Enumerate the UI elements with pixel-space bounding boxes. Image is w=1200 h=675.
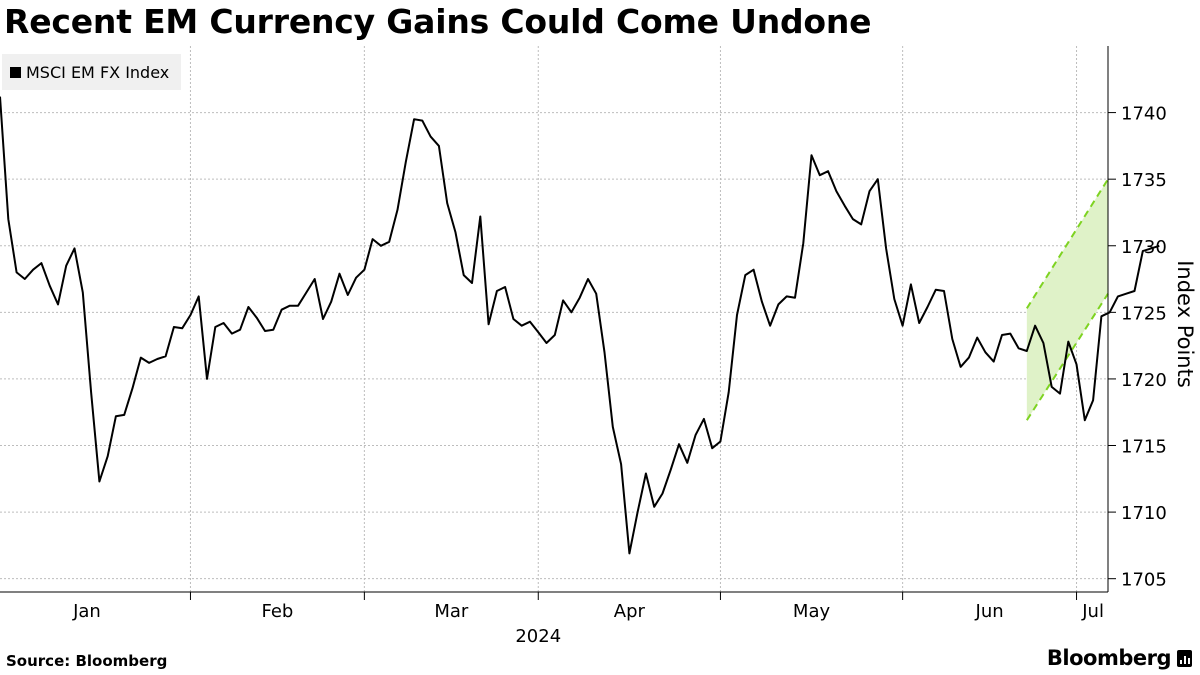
x-tick-label: Jun — [975, 601, 1004, 622]
y-tick-label: 1735 — [1121, 170, 1167, 191]
brand-name: Bloomberg — [1046, 646, 1172, 670]
y-tick-label: 1710 — [1121, 503, 1167, 524]
legend: MSCI EM FX Index — [2, 54, 181, 90]
x-tick-label: Jan — [72, 601, 101, 622]
series-layer — [0, 96, 1160, 555]
trend-channel-lower — [1026, 293, 1109, 421]
legend-label: MSCI EM FX Index — [26, 62, 170, 82]
bloomberg-bars-icon — [1177, 649, 1192, 667]
x-tick-label: Jul — [1081, 601, 1104, 622]
y-tick-label: 1715 — [1121, 437, 1167, 458]
y-tick-label: 1720 — [1121, 370, 1167, 391]
x-tick-label: Apr — [614, 601, 646, 622]
grid-lines — [0, 46, 1108, 592]
trend-channel — [1025, 178, 1109, 421]
y-tick-label: 1730 — [1121, 237, 1167, 258]
legend-swatch — [10, 66, 21, 78]
x-tick-label: Feb — [261, 601, 293, 622]
trend-channel-upper — [1025, 178, 1109, 309]
x-tick-label: Mar — [434, 601, 469, 622]
x-axis: Jan Feb Mar Apr May Jun Jul — [0, 591, 1108, 622]
source-note: Source: Bloomberg — [6, 652, 168, 670]
trend-channel-fill — [1026, 179, 1108, 421]
y-axis: 1705 1710 1715 1720 1725 1730 1735 1740 — [1107, 46, 1167, 592]
x-axis-year-label: 2024 — [515, 626, 561, 647]
y-tick-label: 1740 — [1121, 104, 1167, 125]
y-tick-label: 1725 — [1121, 303, 1167, 324]
y-tick-label: 1705 — [1121, 570, 1167, 591]
brand-logo: Bloomberg — [1047, 646, 1192, 670]
series-line-msci-em-fx-index — [0, 96, 1160, 555]
chart-title: Recent EM Currency Gains Could Come Undo… — [4, 2, 872, 41]
y-axis-title: Index Points — [1173, 260, 1197, 388]
x-tick-label: May — [793, 601, 831, 622]
